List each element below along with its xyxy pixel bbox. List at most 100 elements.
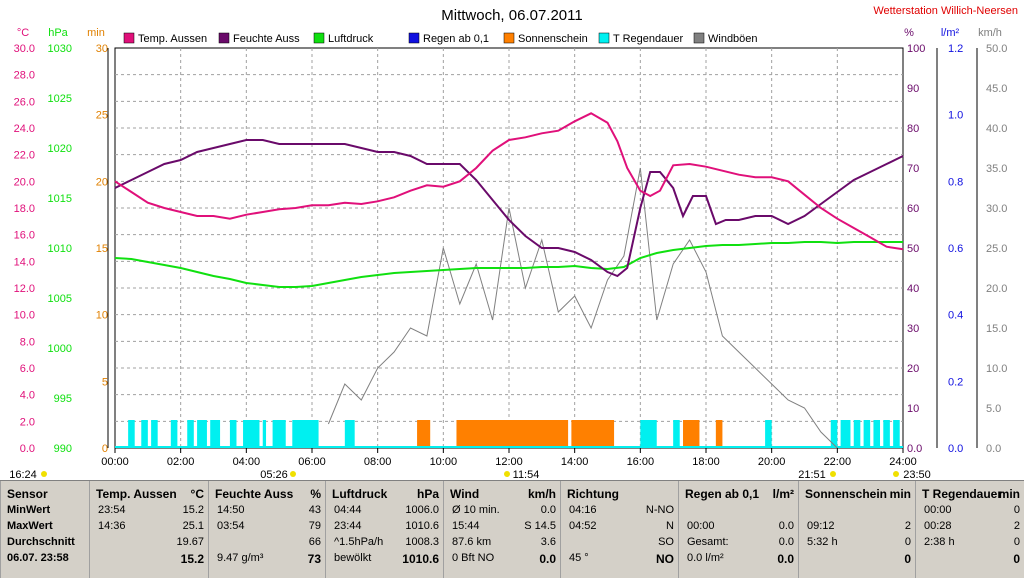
legend-label: Regen ab 0,1 [423, 33, 489, 45]
axis-title: °C [17, 27, 29, 39]
axis-title: km/h [978, 27, 1002, 39]
row-label: 5:32 h [807, 536, 838, 548]
row-label: bewölkt [334, 552, 372, 564]
rain-duration-bar [765, 420, 772, 448]
x-tick-label: 02:00 [167, 456, 195, 468]
row-label: 14:36 [98, 520, 126, 532]
row-value: NO [656, 552, 674, 566]
column-header: Regen ab 0,1 [685, 487, 760, 501]
row-value: 15.2 [182, 504, 204, 516]
y-tick-label: 20 [96, 176, 108, 188]
rain-duration-bar [893, 420, 900, 448]
row-value: 0 [904, 536, 911, 548]
column-header: Sonnenschein [805, 487, 888, 501]
column-header: Temp. Aussen [96, 487, 177, 501]
x-tick-label: 06:00 [298, 456, 326, 468]
row-value: 0 [1013, 552, 1020, 566]
row-label: 0 Bft NO [452, 552, 495, 564]
x-tick-label: 04:00 [233, 456, 261, 468]
row-value: 0.0 [540, 504, 556, 516]
x-axis: 00:00 02:00 04:00 06:00 08:00 10:00 12:00 14:00… [9, 448, 931, 480]
summary-column: Wind km/h Ø 10 min. 0.0 15:44 S 14.5 87.6 km 3.… [443, 481, 560, 578]
row-label: 2:38 h [924, 536, 955, 548]
y-tick-label: 0.8 [948, 176, 963, 188]
row-value: 0 [1013, 504, 1020, 516]
legend-swatch [123, 32, 135, 44]
axis-titles: °C hPa min% l/m² km/h [17, 27, 1002, 39]
x-tick-label: 10:00 [430, 456, 458, 468]
row-value: 2 [904, 520, 911, 532]
row-label: ^1.5hPa/h [334, 536, 384, 548]
x-tick-label: 12:00 [495, 456, 523, 468]
y-tick-label: 10 [907, 403, 919, 415]
rain-duration-bar [128, 420, 135, 448]
row-value: 25.1 [182, 520, 204, 532]
x-marker-label: 05:26 [260, 469, 288, 480]
y-tick-label: 20 [907, 363, 919, 375]
line-series [114, 112, 904, 449]
column-unit: min [889, 487, 911, 501]
rain-duration-bar [187, 420, 194, 448]
y-tick-label: 10 [96, 310, 108, 322]
legend-label: Sonnenschein [518, 33, 588, 45]
column-header: T Regendauer [922, 487, 1003, 501]
row-label: 04:52 [569, 520, 597, 532]
y-tick-label: 30 [96, 43, 108, 55]
row-value: 0.0 [777, 552, 794, 566]
sunshine-bar [715, 420, 723, 448]
row-label: 23:54 [98, 504, 126, 516]
summary-column: Regen ab 0,1 l/m² 00:00 0.0 Gesamt: 0.0 0.0 l/… [678, 481, 798, 578]
row-label: Ø 10 min. [452, 504, 500, 516]
temperature-line [114, 112, 904, 251]
y-tick-label: 0.0 [986, 443, 1001, 455]
summary-column: Sensor MinWert MaxWert Durchschnitt 06.07. 2… [0, 481, 89, 578]
y-tick-label: 14.0 [14, 256, 35, 268]
summary-column: T Regendauer min 00:00 0 00:28 2 2:38 h 0 0 [915, 481, 1024, 578]
y-tick-label: 0.0 [20, 443, 35, 455]
y-tick-label: 40 [907, 283, 919, 295]
sunshine-bar [683, 420, 700, 448]
row-label: 45 ° [569, 552, 589, 564]
row-label: 87.6 km [452, 536, 492, 548]
row-label: MaxWert [7, 520, 53, 532]
row-label: 00:28 [924, 520, 952, 532]
y-tick-label: 20.0 [14, 176, 35, 188]
y-tick-label: 10.0 [986, 363, 1007, 375]
column-header: Luftdruck [332, 487, 388, 501]
pressure-line [114, 241, 903, 288]
y-tick-label: 25 [96, 110, 108, 122]
x-marker-label: 16:24 [9, 469, 37, 480]
y-tick-label: 1030 [48, 43, 72, 55]
legend-label: T Regendauer [613, 33, 683, 45]
y-tick-label: 50.0 [986, 43, 1007, 55]
y-tick-label: 100 [907, 43, 925, 55]
summary-column: Luftdruck hPa 04:44 1006.0 23:44 1010.6 ^1.5hP… [325, 481, 443, 578]
row-value: 0.0 [778, 536, 794, 548]
row-value: 1008.3 [405, 536, 439, 548]
y-tick-label: 20.0 [986, 283, 1007, 295]
axis-title: l/m² [941, 27, 960, 39]
y-tick-label: 1020 [48, 143, 72, 155]
y-tick-label: 0.2 [948, 376, 963, 388]
y-tick-label: 995 [54, 393, 72, 405]
legend-label: Feuchte Auss [233, 33, 300, 45]
row-value: 73 [307, 552, 321, 566]
column-header: Feuchte Auss [215, 487, 294, 501]
y-tick-label: 60 [907, 203, 919, 215]
row-label: 00:00 [687, 520, 715, 532]
row-label: 09:12 [807, 520, 835, 532]
row-value: N-NO [645, 504, 674, 516]
bar-series [115, 420, 903, 448]
row-value: S 14.5 [524, 520, 556, 532]
row-value: 43 [308, 504, 321, 516]
x-tick-label: 24:00 [889, 456, 917, 468]
row-label: Durchschnitt [7, 536, 75, 548]
row-value: 0 [1013, 536, 1020, 548]
y-tick-label: 1025 [48, 93, 72, 105]
station-name: Wetterstation Willich-Neersen [873, 5, 1018, 17]
column-unit: km/h [527, 487, 556, 501]
x-tick-label: 08:00 [364, 456, 392, 468]
sun-marker-icon [290, 471, 296, 477]
row-value: 1010.6 [402, 552, 439, 566]
sunshine-bar [456, 420, 569, 448]
